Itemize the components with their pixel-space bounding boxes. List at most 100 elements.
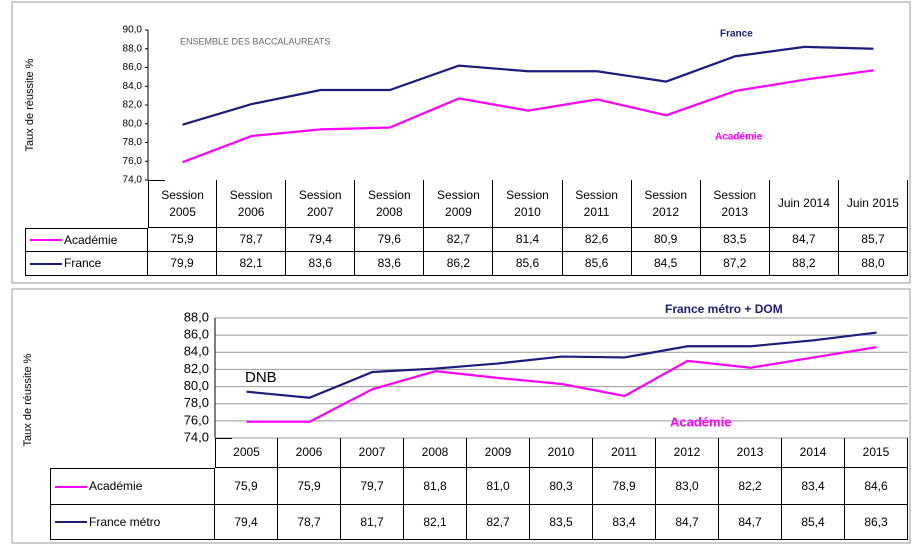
legend-swatch bbox=[55, 485, 87, 488]
category-header: Session 2011 bbox=[562, 180, 632, 228]
y-tick-label: 88,0 bbox=[184, 309, 209, 324]
category-header: Juin 2015 bbox=[838, 180, 908, 228]
legend-label: Académie bbox=[64, 232, 118, 247]
value-cell: 88,2 bbox=[769, 252, 839, 276]
value-cell: 80,3 bbox=[530, 468, 593, 505]
annotation: France métro + DOM bbox=[665, 302, 783, 316]
value-cell: 82,7 bbox=[467, 505, 530, 540]
value-cell: 84,7 bbox=[719, 505, 782, 540]
category-header: Session 2007 bbox=[286, 180, 356, 228]
category-header: 2012 bbox=[656, 438, 719, 468]
value-cell: 84,6 bbox=[845, 468, 908, 505]
y-tick-label: 78,0 bbox=[123, 137, 143, 148]
category-header: 2015 bbox=[845, 438, 908, 468]
category-header: 2010 bbox=[530, 438, 593, 468]
category-header: 2011 bbox=[593, 438, 656, 468]
value-cell: 75,9 bbox=[278, 468, 341, 505]
value-cell: 83,5 bbox=[530, 505, 593, 540]
data-line bbox=[246, 331, 877, 399]
category-header: Session 2012 bbox=[631, 180, 701, 228]
value-cell: 86,2 bbox=[424, 252, 494, 276]
legend-swatch bbox=[30, 262, 62, 265]
y-tick-label: 88,0 bbox=[123, 43, 143, 54]
value-cell: 88,0 bbox=[838, 252, 908, 276]
value-cell: 82,2 bbox=[719, 468, 782, 505]
table-header-blank bbox=[215, 438, 232, 439]
y-tick-label: 90,0 bbox=[123, 25, 143, 36]
data-line bbox=[182, 45, 874, 126]
series-label: Académie bbox=[50, 468, 215, 505]
value-cell: 82,1 bbox=[404, 505, 467, 540]
legend-label: Académie bbox=[89, 479, 143, 494]
y-tick-label: 74,0 bbox=[123, 175, 143, 186]
value-cell: 83,6 bbox=[355, 252, 425, 276]
y-tick-label: 74,0 bbox=[184, 429, 209, 444]
category-header: Session 2010 bbox=[493, 180, 563, 228]
category-header: Session 2005 bbox=[148, 180, 218, 228]
chart-frame bbox=[11, 1, 911, 284]
series-label: France métro bbox=[50, 505, 215, 540]
legend-swatch bbox=[55, 521, 87, 523]
value-cell: 79,4 bbox=[215, 505, 278, 540]
series-label: France bbox=[25, 252, 148, 276]
annotation: France bbox=[720, 29, 753, 40]
value-cell: 78,7 bbox=[217, 228, 287, 252]
y-axis-label: Taux de réussite % bbox=[22, 353, 34, 446]
value-cell: 83,4 bbox=[782, 468, 845, 505]
legend-swatch bbox=[30, 239, 62, 241]
value-cell: 82,6 bbox=[562, 228, 632, 252]
category-header: Session 2013 bbox=[700, 180, 770, 228]
category-header: 2008 bbox=[404, 438, 467, 468]
value-cell: 84,7 bbox=[769, 228, 839, 252]
data-line bbox=[182, 69, 874, 164]
category-header: 2006 bbox=[278, 438, 341, 468]
value-cell: 83,6 bbox=[286, 252, 356, 276]
value-cell: 82,1 bbox=[217, 252, 287, 276]
value-cell: 82,7 bbox=[424, 228, 494, 252]
legend-label: France bbox=[64, 256, 102, 271]
value-cell: 84,5 bbox=[631, 252, 701, 276]
value-cell: 75,9 bbox=[148, 228, 218, 252]
value-cell: 75,9 bbox=[215, 468, 278, 505]
y-tick-label: 76,0 bbox=[123, 156, 143, 167]
value-cell: 78,7 bbox=[278, 505, 341, 540]
category-header: Session 2009 bbox=[424, 180, 494, 228]
value-cell: 85,4 bbox=[782, 505, 845, 540]
y-tick-label: 76,0 bbox=[184, 412, 209, 427]
y-tick-label: 86,0 bbox=[123, 62, 143, 73]
value-cell: 85,6 bbox=[493, 252, 563, 276]
value-cell: 81,8 bbox=[404, 468, 467, 505]
value-cell: 87,2 bbox=[700, 252, 770, 276]
category-header: 2013 bbox=[719, 438, 782, 468]
data-line bbox=[246, 346, 877, 423]
annotation: DNB bbox=[245, 369, 277, 386]
category-header: Session 2006 bbox=[217, 180, 287, 228]
value-cell: 81,4 bbox=[493, 228, 563, 252]
value-cell: 79,6 bbox=[355, 228, 425, 252]
legend-label: France métro bbox=[89, 514, 161, 529]
value-cell: 79,7 bbox=[341, 468, 404, 505]
value-cell: 85,6 bbox=[562, 252, 632, 276]
value-cell: 79,4 bbox=[286, 228, 356, 252]
y-tick-label: 84,0 bbox=[184, 344, 209, 359]
value-cell: 86,3 bbox=[845, 505, 908, 540]
category-header: 2014 bbox=[782, 438, 845, 468]
y-axis-label: Taux de réussite % bbox=[24, 58, 36, 151]
category-header: Juin 2014 bbox=[769, 180, 839, 228]
value-cell: 78,9 bbox=[593, 468, 656, 505]
category-header: 2007 bbox=[341, 438, 404, 468]
y-tick-label: 82,0 bbox=[123, 100, 143, 111]
y-tick-label: 78,0 bbox=[184, 395, 209, 410]
series-label: Académie bbox=[25, 228, 148, 252]
y-tick-label: 84,0 bbox=[123, 81, 143, 92]
value-cell: 84,7 bbox=[656, 505, 719, 540]
value-cell: 81,0 bbox=[467, 468, 530, 505]
value-cell: 83,0 bbox=[656, 468, 719, 505]
category-header: 2009 bbox=[467, 438, 530, 468]
table-header-blank bbox=[148, 180, 165, 181]
chart-frame bbox=[11, 288, 911, 544]
y-tick-label: 80,0 bbox=[123, 118, 143, 129]
annotation: ENSEMBLE DES BACCALAUREATS bbox=[180, 36, 330, 46]
